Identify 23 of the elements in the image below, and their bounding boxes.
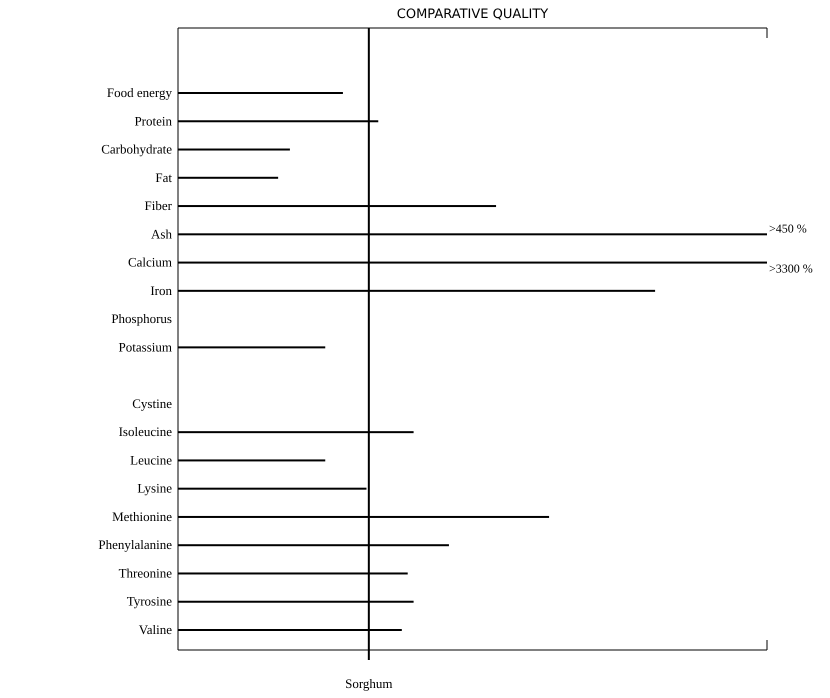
y-tick-label: Cystine (132, 396, 172, 411)
annotation: >3300 % (769, 262, 813, 276)
y-tick-label: Fat (155, 170, 172, 185)
y-tick-label: Leucine (130, 452, 172, 468)
y-tick-label: Fiber (144, 198, 173, 214)
chart-title: COMPARATIVE QUALITY (396, 7, 548, 22)
y-tick-label: Threonine (118, 565, 172, 580)
y-tick-label: Carbohydrate (101, 142, 172, 157)
y-tick-label: Valine (138, 622, 172, 637)
y-tick-label: Protein (134, 113, 172, 128)
y-tick-label: Ash (151, 226, 172, 242)
y-tick-label: Calcium (128, 254, 172, 270)
y-tick-label: Isoleucine (118, 424, 172, 440)
y-tick-label: Phenylalanine (98, 537, 172, 552)
y-tick-label: Food energy (106, 85, 172, 100)
ref-line-label: Sorghum (345, 676, 393, 691)
y-tick-label: Lysine (137, 480, 172, 496)
y-tick-label: Tyrosine (126, 594, 172, 609)
y-tick-label: Methionine (112, 508, 172, 524)
annotation: >450 % (769, 221, 807, 236)
y-tick-label: Iron (150, 282, 172, 298)
y-tick-label: Phosphorus (111, 311, 172, 326)
y-tick-label: Potassium (118, 339, 172, 354)
